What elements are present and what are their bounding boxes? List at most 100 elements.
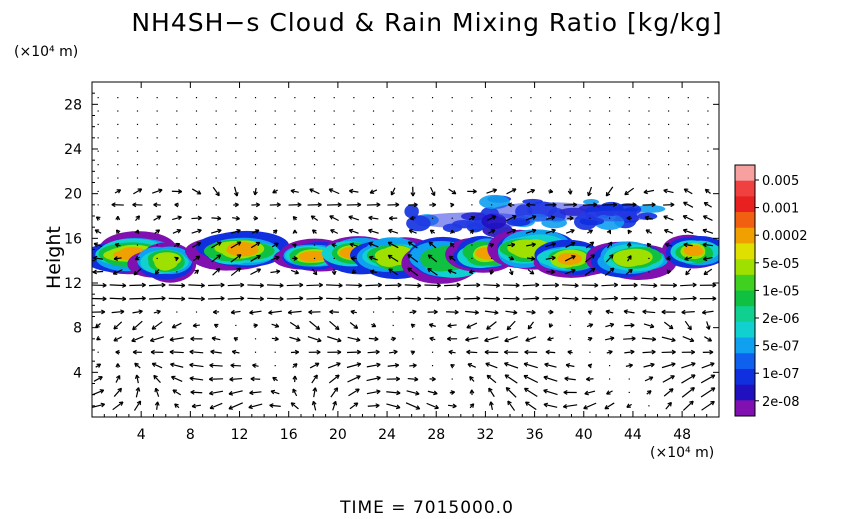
vector-dot [471,97,473,99]
wind-vector-head [683,188,687,193]
wind-vector-head [469,271,474,275]
vector-dot [530,137,532,139]
vector-dot [608,97,611,99]
vector-dot [117,123,119,126]
wind-vector-head [236,254,241,256]
wind-vector-head [549,188,554,193]
vector-dot [431,217,434,219]
wind-vector-head [447,269,452,274]
wind-vector [388,268,398,276]
vector-dot [313,244,316,246]
colorbar-segment [735,274,755,291]
vector-dot [274,123,276,126]
wind-vector-head [495,283,500,287]
vector-dot [117,97,119,99]
vector-dot [254,137,257,139]
wind-vector-head [200,296,205,300]
wind-vector-head [703,202,707,207]
vector-dot [254,97,257,99]
wind-vector-head [681,311,686,315]
wind-vector [132,320,143,331]
vector-dot [136,137,139,139]
wind-vector [286,284,303,287]
wind-vector-head [373,322,377,327]
wind-vector [332,401,337,411]
wind-vector-head [469,403,474,406]
vector-dot [431,351,434,353]
vector-dot [215,123,217,126]
wind-vector-head [684,258,689,261]
wind-vector-head [397,282,402,286]
wind-vector [643,189,655,194]
wind-vector-head [415,390,420,395]
wind-vector [543,389,558,396]
wind-vector [188,284,205,287]
wind-vector [387,364,399,367]
wind-vector [408,229,417,234]
vector-dot [97,190,99,193]
wind-vector [228,402,243,410]
wind-vector-head [297,324,301,329]
wind-vector-head [586,378,591,382]
vector-dot [274,351,276,353]
cloud-contour [613,249,645,267]
vector-dot [530,150,532,152]
wind-vector-head [352,271,357,274]
colorbar-segment [735,400,755,417]
wind-vector [152,189,163,194]
wind-vector-head [613,295,618,299]
wind-vector-head [545,351,550,355]
wind-vector [485,362,498,369]
vector-dot [372,97,375,99]
wind-vector-head [93,243,98,247]
wind-vector [348,215,360,221]
wind-vector-head [412,192,416,197]
vector-dot [176,177,178,179]
wind-vector-head [703,258,708,262]
wind-vector [562,284,579,287]
wind-vector-head [587,364,592,369]
wind-vector [267,297,284,300]
wind-vector-head [535,282,540,286]
wind-vector-head [114,243,119,248]
wind-vector-head [153,375,156,380]
wind-vector-head [682,229,687,234]
vector-dot [274,137,276,139]
vector-dot [392,177,394,179]
wind-vector-head [607,241,613,245]
vector-dot [667,164,670,166]
vector-dot [608,110,611,112]
vector-dot [195,311,198,313]
wind-vector-head [431,376,436,380]
wind-vector-head [626,217,631,221]
wind-vector-head [311,401,314,406]
wind-vector-head [292,216,295,221]
wind-vector [136,374,139,384]
wind-vector-head [642,311,647,315]
wind-vector-head [200,283,205,287]
wind-vector-head [690,337,695,342]
wind-vector-head [154,388,157,393]
wind-vector-head [316,349,321,353]
wind-vector-head [652,336,657,341]
wind-vector [365,284,382,287]
wind-vector [565,242,576,248]
vector-dot [687,123,689,126]
vector-dot [235,123,237,126]
wind-vector-head [115,375,120,379]
wind-vector-head [606,229,611,233]
vector-dot [648,164,650,166]
vector-dot [215,110,217,112]
wind-vector-head [435,404,439,409]
vector-dot [136,164,139,166]
x-tick-label-8: 8 [186,427,195,443]
wind-vector-head [450,229,453,235]
vector-dot [451,97,453,99]
colorbar-segment [735,227,755,244]
wind-vector-head [368,229,372,234]
wind-vector-head [197,228,202,231]
wind-vector [114,257,122,260]
vector-dot [156,164,158,166]
wind-vector-head [613,282,618,286]
wind-vector [465,337,479,341]
